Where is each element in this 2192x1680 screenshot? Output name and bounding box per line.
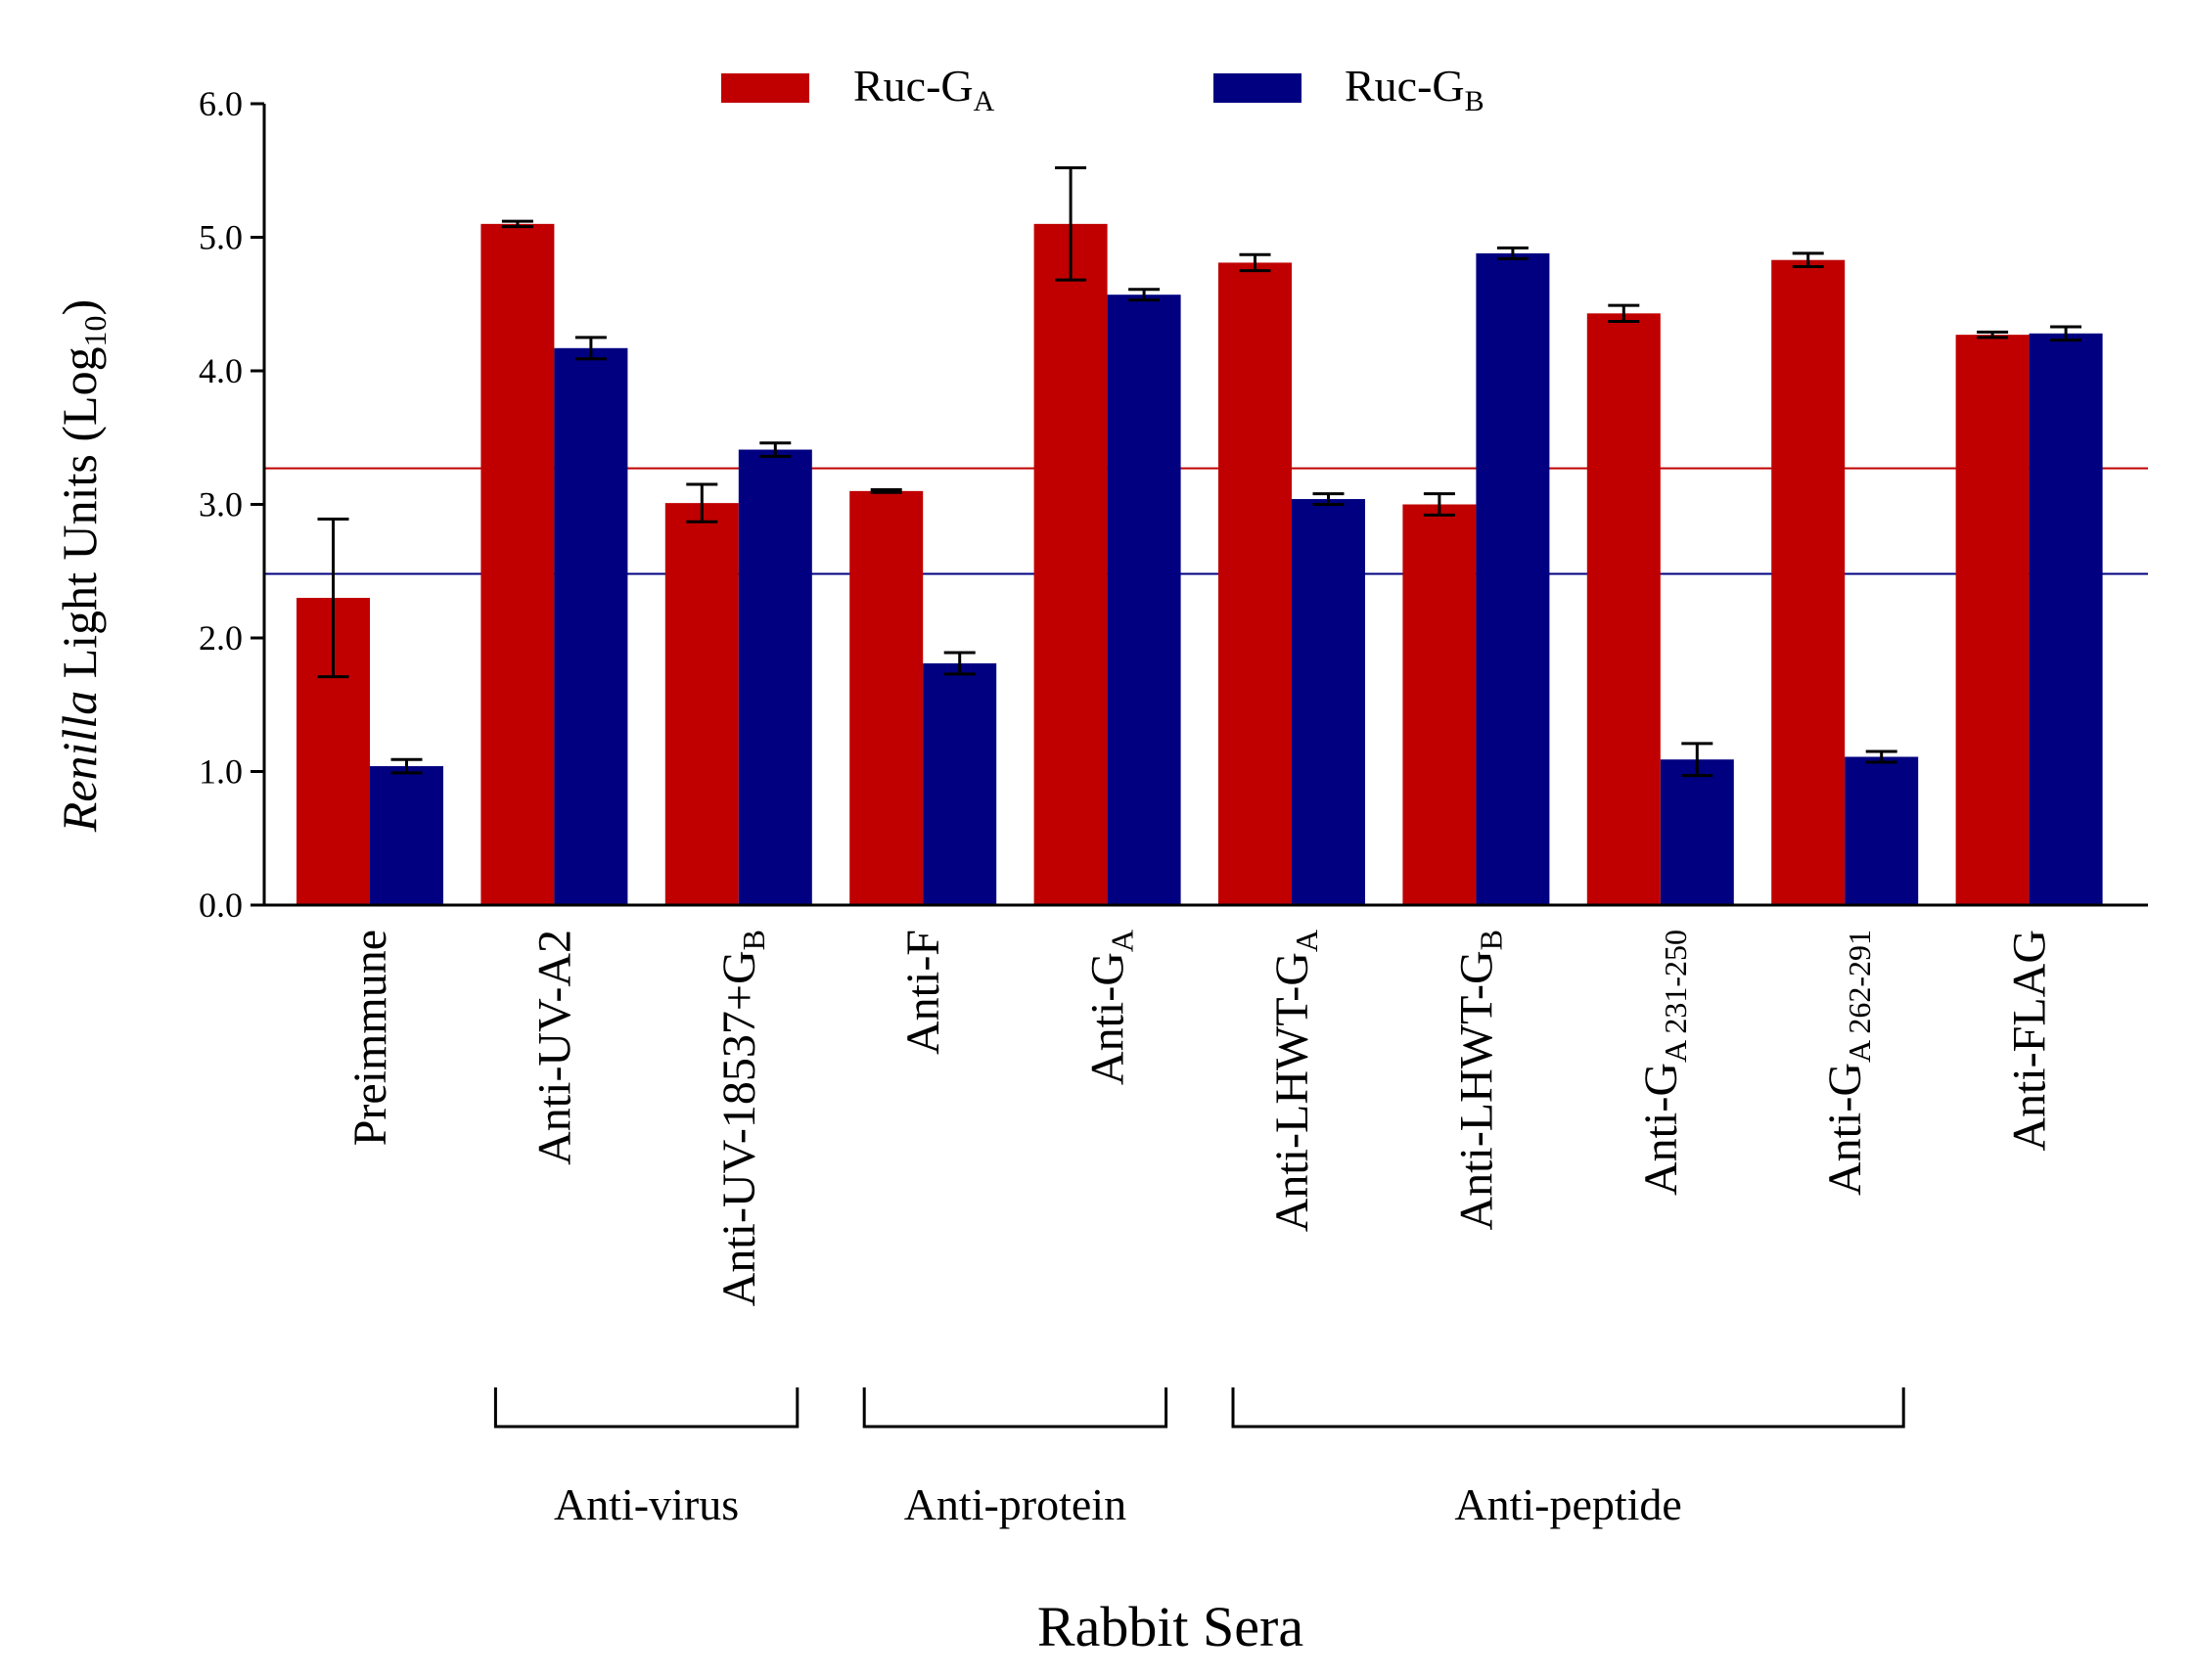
x-tick-label-sub: B: [736, 930, 771, 950]
group-bracket-line: [862, 1387, 1168, 1429]
x-tick-label-sub: A 231-250: [1658, 930, 1693, 1063]
bar-gb-1: [370, 766, 443, 905]
legend-swatch-series-a: [721, 73, 809, 103]
x-tick-label-1: Preimmune: [344, 930, 396, 1146]
bar-ga-7: [1402, 504, 1477, 905]
bar-ga-8: [1586, 313, 1661, 905]
bar-gb-6: [1292, 499, 1365, 905]
y-tick-label: 0.0: [199, 885, 243, 925]
group-bracket-line: [1231, 1387, 1905, 1429]
group-bracket-2: [862, 1387, 1168, 1429]
group-label-3: Anti-peptide: [1454, 1479, 1682, 1529]
legend-swatch-series-b: [1213, 73, 1302, 103]
group-bracket-3: [1231, 1387, 1905, 1429]
legend-label-series-a-main: Ruc-G: [853, 61, 974, 111]
error-bar-gb-10: [2050, 325, 2082, 342]
y-axis-title-rest: Light Units (Log: [52, 346, 107, 690]
error-bar-gb-9: [1865, 749, 1897, 764]
bar-ga-10: [1955, 335, 2030, 905]
y-tick-label: 1.0: [199, 752, 243, 792]
bar-gb-2: [554, 347, 628, 905]
x-tick-label-main: Preimmune: [344, 930, 396, 1146]
bar-ga-3: [664, 503, 739, 905]
bar-gb-7: [1476, 252, 1550, 905]
error-bar-ga-3: [686, 482, 718, 523]
y-tick-label: 6.0: [199, 84, 243, 123]
x-tick-label-main: Anti-LHWT-G: [1266, 952, 1318, 1232]
x-tick-label-10: Anti-FLAG: [2004, 930, 2056, 1152]
y-tick-label: 2.0: [199, 618, 243, 658]
error-bar-gb-3: [759, 441, 792, 458]
error-bar-ga-7: [1423, 492, 1455, 517]
x-tick-label-main: Anti-UV-A2: [528, 930, 580, 1165]
x-tick-label-3: Anti-UV-18537+GB: [713, 930, 771, 1306]
group-label-2: Anti-protein: [904, 1479, 1126, 1529]
error-bar-gb-1: [390, 757, 423, 775]
y-tick-label: 4.0: [199, 351, 243, 390]
y-axis-title-close: ): [52, 299, 107, 316]
bar-gb-5: [1107, 295, 1181, 905]
error-bar-gb-8: [1681, 742, 1713, 778]
x-tick-label-main: Anti-G: [1819, 1063, 1871, 1196]
bar-gb-9: [1845, 756, 1919, 905]
error-bar-ga-2: [501, 219, 533, 229]
error-bar-ga-9: [1792, 251, 1824, 269]
x-tick-label-main: Anti-LHWT-G: [1450, 950, 1502, 1230]
error-bar-ga-6: [1239, 252, 1271, 273]
bar-gb-10: [2029, 333, 2103, 905]
x-tick-label-main: Anti-G: [1635, 1063, 1687, 1196]
error-bar-ga-5: [1055, 166, 1087, 282]
y-axis-title: Renilla Light Units (Log10): [52, 299, 113, 833]
x-tick-label-5: Anti-GA: [1082, 930, 1140, 1085]
x-tick-label-main: Anti-G: [1082, 952, 1134, 1085]
bar-ga-4: [849, 490, 924, 905]
error-bar-gb-7: [1496, 246, 1529, 260]
x-tick-label-4: Anti-F: [897, 930, 949, 1055]
y-axis-title-sub: 10: [77, 315, 113, 346]
group-bracket-1: [493, 1387, 799, 1429]
bar-ga-6: [1218, 262, 1292, 905]
error-bar-gb-6: [1312, 492, 1345, 506]
legend-label-series-b-sub: B: [1465, 85, 1484, 117]
x-tick-label-2: Anti-UV-A2: [528, 930, 580, 1165]
x-tick-label-7: Anti-LHWT-GB: [1450, 930, 1508, 1231]
y-tick-label: 5.0: [199, 218, 243, 257]
error-bar-gb-5: [1128, 288, 1161, 302]
x-axis-title: Rabbit Sera: [1037, 1595, 1303, 1658]
legend-label-series-b: Ruc-GB: [1345, 61, 1484, 117]
bar-ga-2: [480, 223, 555, 906]
x-tick-label-main: Anti-FLAG: [2004, 930, 2056, 1152]
bar-gb-4: [923, 662, 997, 905]
plot-area: 0.0 1.0 2.0 3.0 4.0 5.0 6.0 Preimmune Anti-UV-A2…: [199, 84, 2148, 1529]
legend: Ruc-GA Ruc-GB: [721, 61, 1484, 117]
bar-gb-3: [738, 449, 812, 905]
group-label-1: Anti-virus: [554, 1479, 739, 1529]
error-bar-ga-4: [870, 487, 902, 494]
error-bar-ga-8: [1608, 303, 1640, 323]
error-bar-ga-10: [1977, 330, 2009, 340]
x-tick-label-main: Anti-UV-18537+G: [713, 950, 765, 1306]
error-bar-ga-1: [317, 518, 349, 679]
bar-gb-8: [1660, 759, 1734, 905]
x-tick-label-sub: B: [1473, 930, 1508, 950]
legend-label-series-a: Ruc-GA: [853, 61, 995, 117]
group-bracket-line: [493, 1387, 799, 1429]
bar-ga-9: [1771, 259, 1846, 906]
x-tick-label-6: Anti-LHWT-GA: [1266, 930, 1324, 1232]
x-tick-label-9: Anti-GA 262-291: [1819, 930, 1877, 1196]
bar-ga-5: [1033, 223, 1108, 906]
error-bar-gb-4: [943, 651, 976, 676]
legend-label-series-b-main: Ruc-G: [1345, 61, 1465, 111]
x-tick-label-8: Anti-GA 231-250: [1635, 930, 1693, 1196]
error-bar-gb-2: [574, 336, 607, 361]
y-tick-label: 3.0: [199, 485, 243, 524]
y-axis-title-italic: Renilla: [52, 691, 107, 833]
x-tick-label-main: Anti-F: [897, 930, 949, 1055]
x-tick-label-sub: A 262-291: [1842, 930, 1877, 1063]
legend-label-series-a-sub: A: [974, 85, 995, 117]
x-tick-label-sub: A: [1289, 930, 1324, 952]
x-tick-label-sub: A: [1105, 930, 1140, 952]
